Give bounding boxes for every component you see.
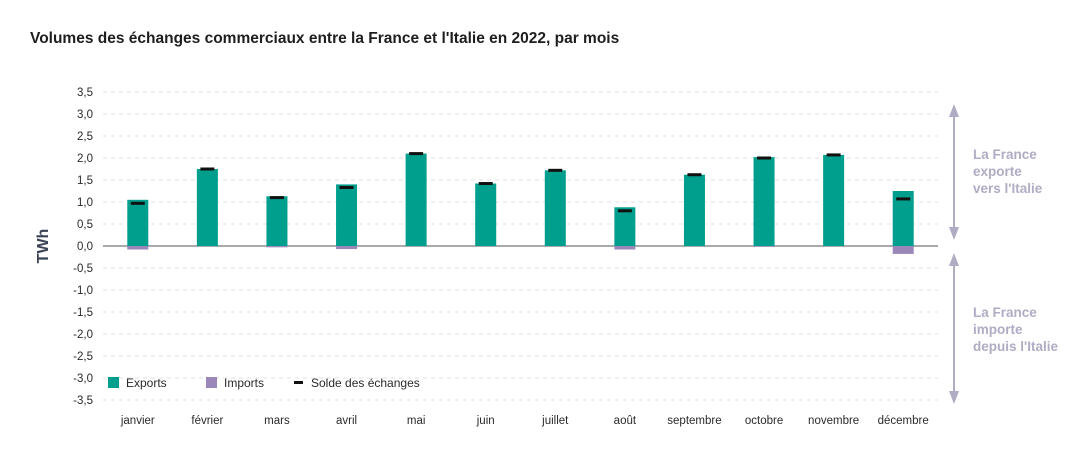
balance-marker [617, 209, 632, 213]
x-tick-label: septembre [667, 415, 721, 427]
export-bar [405, 153, 427, 246]
import-bar [336, 246, 358, 250]
import-annotation-line: La France [973, 305, 1037, 320]
x-tick-label: mai [407, 415, 426, 427]
legend-swatch [206, 377, 217, 388]
y-tick-label: -1,0 [73, 285, 93, 297]
balance-markers [130, 152, 911, 213]
y-tick-label: 3,5 [77, 87, 93, 99]
y-tick-label: 2,0 [77, 153, 93, 165]
balance-marker [130, 201, 145, 205]
bars [127, 153, 914, 254]
export-bar [683, 174, 705, 246]
export-bar [614, 207, 636, 246]
export-bar [266, 196, 288, 246]
balance-marker [757, 156, 772, 160]
x-tick-label: août [614, 415, 637, 427]
grid-layer [103, 91, 938, 401]
y-tick-label: -0,5 [73, 263, 93, 275]
y-tick-label: 1,0 [77, 197, 93, 209]
balance-marker [826, 153, 841, 157]
import-bar [892, 246, 914, 254]
export-bar [753, 157, 775, 246]
legend-label: Solde des échanges [311, 376, 420, 390]
y-tick-label: -2,0 [73, 329, 93, 341]
x-tick-label: décembre [878, 415, 929, 427]
import-annotation-line: importe [973, 322, 1023, 337]
x-tick-label: janvier [120, 415, 155, 427]
balance-marker [200, 167, 215, 171]
x-tick-label: juillet [541, 415, 569, 427]
export-bar [892, 191, 914, 246]
export-annotation-line: exporte [973, 164, 1022, 179]
balance-marker [687, 173, 702, 177]
import-bar [266, 246, 288, 248]
export-arrow-head-up [949, 104, 959, 117]
balance-marker [269, 196, 284, 200]
legend-label: Exports [126, 376, 167, 390]
x-tick-label: février [191, 415, 223, 427]
x-tick-label: mars [264, 415, 290, 427]
export-bar [475, 183, 497, 246]
balance-marker [548, 168, 563, 172]
export-bar [336, 184, 358, 246]
y-tick-label: 3,0 [77, 109, 93, 121]
balance-marker [339, 185, 354, 189]
y-tick-label: -3,0 [73, 373, 93, 385]
export-bar [196, 169, 218, 246]
import-bar [753, 246, 775, 247]
balance-marker [478, 182, 493, 186]
balance-marker [896, 197, 911, 201]
export-bar [544, 170, 566, 246]
import-arrow-head-up [949, 253, 959, 266]
y-axis-label: TWh [35, 229, 52, 264]
export-annotation-line: vers l'Italie [973, 181, 1043, 196]
y-tick-labels: 3,5 3,0 2,5 2,0 1,5 1,0 0,5 0,0 -0,5 -1,0 -1,5 -2,0… [73, 87, 93, 407]
x-tick-label: octobre [745, 415, 783, 427]
x-tick-label: juin [476, 415, 495, 427]
x-tick-label: novembre [808, 415, 859, 427]
y-tick-label: 0,5 [77, 219, 93, 231]
import-arrow-head-down [949, 391, 959, 404]
export-bar [823, 154, 845, 246]
y-tick-label: 1,5 [77, 175, 93, 187]
import-bar [127, 246, 149, 250]
annotations: La France exporte vers l'Italie La France im… [949, 104, 1058, 404]
chart-title: Volumes des échanges commerciaux entre l… [30, 30, 620, 47]
x-tick-labels: janvier février mars avril mai juin juillet aoû… [120, 415, 929, 427]
export-annotation-line: La France [973, 147, 1037, 162]
x-tick-label: avril [336, 415, 357, 427]
legend-swatch [294, 381, 303, 384]
import-bar [614, 246, 636, 250]
legend-label: Imports [224, 376, 264, 390]
y-tick-label: -3,5 [73, 395, 93, 407]
y-tick-label: -1,5 [73, 307, 93, 319]
export-bar [127, 199, 149, 246]
balance-marker [409, 152, 424, 156]
legend: Exports Imports Solde des échanges [108, 376, 420, 390]
export-arrow-head-down [949, 227, 959, 240]
y-tick-label: 2,5 [77, 131, 93, 143]
import-annotation-line: depuis l'Italie [973, 339, 1058, 354]
y-tick-label: 0,0 [77, 241, 93, 253]
y-tick-label: -2,5 [73, 351, 93, 363]
legend-swatch [108, 377, 119, 388]
